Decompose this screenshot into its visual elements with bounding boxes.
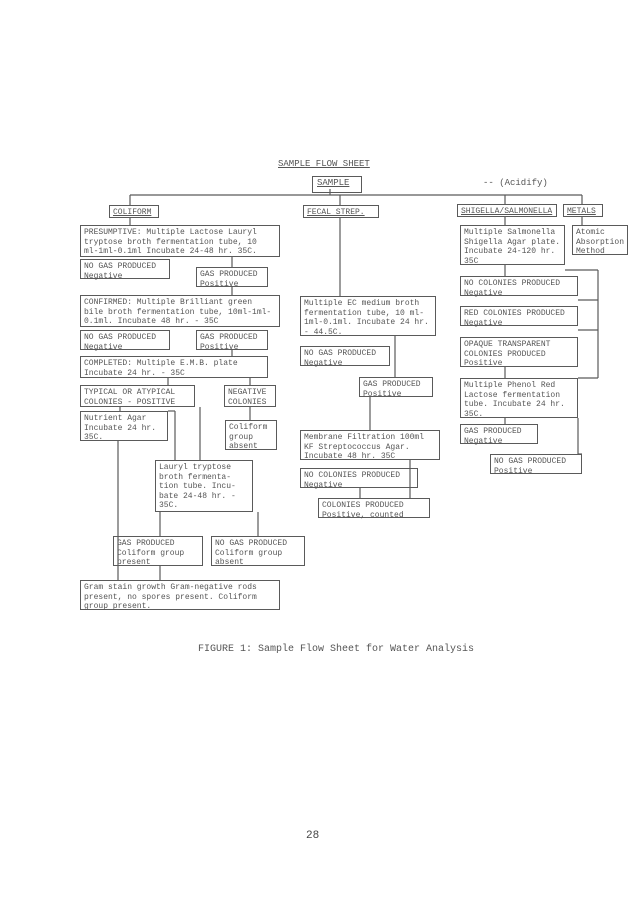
- node-gas-1: GAS PRODUCED Positive: [196, 267, 268, 287]
- node-ec-no-gas: NO GAS PRODUCED Negative: [300, 346, 390, 366]
- node-no-gas-1: NO GAS PRODUCED Negative: [80, 259, 170, 279]
- node-typical: TYPICAL OR ATYPICAL COLONIES - POSITIVE: [80, 385, 195, 407]
- node-no-colonies: NO COLONIES PRODUCED Negative: [460, 276, 578, 296]
- node-salmonella-plate: Multiple Salmonella Shigella Agar plate.…: [460, 225, 565, 265]
- node-completed: COMPLETED: Multiple E.M.B. plate Incubat…: [80, 356, 268, 378]
- header-metals: METALS: [563, 204, 603, 217]
- node-coliform-absent: Coliform group absent: [225, 420, 277, 450]
- node-atomic: Atomic Absorption Method: [572, 225, 628, 255]
- node-red-colonies: RED COLONIES PRODUCED Negative: [460, 306, 578, 326]
- node-gas-absent: NO GAS PRODUCED Coliform group absent: [211, 536, 305, 566]
- node-gas-2: GAS PRODUCED Positive: [196, 330, 268, 350]
- figure-caption: FIGURE 1: Sample Flow Sheet for Water An…: [198, 644, 474, 655]
- node-no-colonies-mf: NO COLONIES PRODUCED Negative: [300, 468, 418, 488]
- node-gram: Gram stain growth Gram-negative rods pre…: [80, 580, 280, 610]
- node-neg-colonies: NEGATIVE COLONIES: [224, 385, 276, 407]
- node-ec-broth: Multiple EC medium broth fermentation tu…: [300, 296, 436, 336]
- node-nutrient: Nutrient Agar Incubate 24 hr. 35C.: [80, 411, 168, 441]
- node-gas-present: GAS PRODUCED Coliform group present: [113, 536, 203, 566]
- page-number: 28: [306, 830, 319, 842]
- node-phenol-no-gas: NO GAS PRODUCED Positive: [490, 454, 582, 474]
- header-coliform: COLIFORM: [109, 205, 159, 218]
- node-ec-gas: GAS PRODUCED Positive: [359, 377, 433, 397]
- acidify-text: -- (Acidify): [483, 178, 548, 188]
- node-phenol: Multiple Phenol Red Lactose fermentation…: [460, 378, 578, 418]
- sample-box: SAMPLE: [312, 176, 362, 193]
- header-shigella: SHIGELLA/SALMONELLA: [457, 204, 557, 217]
- header-fecal: FECAL STREP.: [303, 205, 379, 218]
- node-lauryl: Lauryl tryptose broth fermenta-tion tube…: [155, 460, 253, 512]
- node-presumptive: PRESUMPTIVE: Multiple Lactose Lauryl try…: [80, 225, 280, 257]
- node-colonies-mf: COLONIES PRODUCED Positive, counted: [318, 498, 430, 518]
- node-opaque: OPAQUE TRANSPARENT COLONIES PRODUCED Pos…: [460, 337, 578, 367]
- title: SAMPLE FLOW SHEET: [278, 159, 370, 169]
- node-confirmed: CONFIRMED: Multiple Brilliant green bile…: [80, 295, 280, 327]
- node-membrane: Membrane Filtration 100ml KF Streptococc…: [300, 430, 440, 460]
- node-no-gas-2: NO GAS PRODUCED Negative: [80, 330, 170, 350]
- node-phenol-gas: GAS PRODUCED Negative: [460, 424, 538, 444]
